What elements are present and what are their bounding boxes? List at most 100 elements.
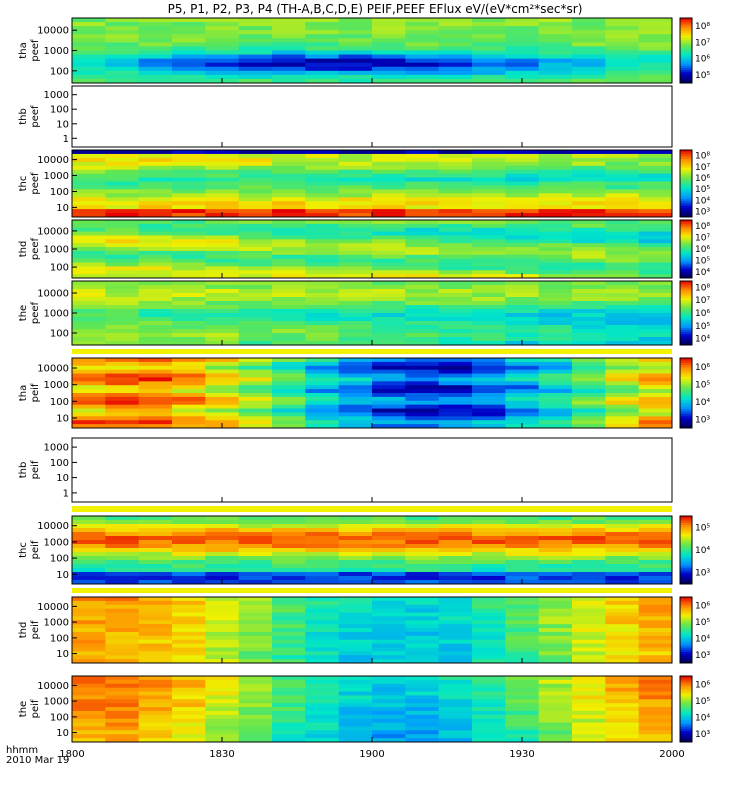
heatmap-cell — [305, 655, 340, 660]
heatmap-cell — [205, 58, 240, 64]
heatmap-cell — [572, 676, 606, 681]
heatmap-cell — [138, 408, 173, 413]
heatmap-cell — [72, 293, 106, 298]
heatmap-cell — [272, 544, 306, 549]
heatmap-cell — [438, 620, 473, 625]
heatmap-cell — [638, 520, 673, 525]
heatmap-cell — [338, 412, 373, 417]
heatmap-cell — [172, 730, 206, 735]
heatmap-cell — [472, 250, 506, 256]
heatmap-cell — [605, 548, 640, 553]
heatmap-cell — [338, 381, 373, 386]
colorbar-step — [680, 684, 692, 688]
heatmap-cell — [105, 189, 140, 194]
colorbar-tick-label: 10⁷ — [695, 233, 710, 243]
heatmap-cell — [472, 385, 506, 390]
heatmap-cell — [272, 699, 306, 704]
heatmap-cell — [605, 54, 640, 60]
heatmap-cell — [405, 309, 440, 314]
y-tick-label: 10 — [56, 119, 69, 130]
heatmap-cell — [305, 540, 340, 545]
heatmap-cell — [572, 173, 606, 179]
heatmap-cell — [305, 714, 340, 720]
heatmap-cell — [72, 193, 106, 198]
heatmap-cell — [72, 659, 106, 664]
heatmap-cell — [472, 520, 506, 525]
heatmap-cell — [238, 30, 273, 35]
heatmap-cell — [372, 540, 406, 545]
heatmap-cell — [505, 223, 540, 229]
heatmap-cell — [505, 313, 540, 318]
heatmap-cell — [605, 22, 640, 27]
heatmap-cell — [305, 639, 340, 645]
heatmap-cell — [105, 604, 140, 610]
heatmap-cell — [372, 412, 406, 417]
heatmap-cell — [305, 157, 340, 163]
heatmap-cell — [172, 628, 206, 633]
heatmap-cell — [238, 699, 273, 704]
heatmap-cell — [605, 150, 640, 155]
heatmap-cell — [638, 544, 673, 549]
heatmap-cell — [205, 536, 240, 541]
heatmap-cell — [305, 247, 340, 252]
heatmap-cell — [505, 46, 540, 51]
heatmap-cell — [505, 337, 540, 342]
heatmap-cell — [172, 22, 206, 27]
heatmap-cell — [72, 42, 106, 47]
heatmap-cell — [572, 46, 606, 51]
heatmap-cell — [105, 377, 140, 382]
heatmap-cell — [305, 651, 340, 656]
colorbar-step — [680, 63, 692, 67]
heatmap-cell — [438, 337, 473, 342]
heatmap-cell — [238, 612, 273, 617]
colorbar-step — [680, 414, 692, 417]
heatmap-cell — [605, 718, 640, 724]
heatmap-cell — [238, 325, 273, 330]
heatmap-cell — [72, 718, 106, 724]
heatmap-cell — [372, 317, 406, 322]
colorbar-step — [680, 241, 692, 244]
heatmap-cell — [472, 18, 506, 23]
heatmap-cell — [72, 695, 106, 700]
heatmap-cell — [605, 734, 640, 739]
heatmap-cell — [172, 424, 206, 429]
colorbar-step — [680, 568, 692, 571]
colorbar-step — [680, 20, 692, 23]
heatmap-cell — [105, 169, 140, 175]
heatmap-cell — [138, 18, 173, 23]
heatmap-cell — [238, 270, 273, 275]
heatmap-cell — [238, 600, 273, 606]
heatmap-cell — [272, 576, 306, 581]
heatmap-cell — [105, 38, 140, 43]
x-tick-label: 1800 — [59, 749, 84, 760]
heatmap-cell — [72, 560, 106, 565]
heatmap-cell — [172, 26, 206, 31]
heatmap-cell — [338, 616, 373, 621]
heatmap-cell — [238, 389, 273, 394]
heatmap-cell — [372, 389, 406, 394]
heatmap-cell — [405, 722, 440, 727]
heatmap-cell — [305, 54, 340, 60]
colorbar-tick-label: 10⁵ — [695, 71, 710, 81]
heatmap-cell — [105, 305, 140, 310]
heatmap-cell — [272, 528, 306, 533]
heatmap-cell — [72, 50, 106, 56]
heatmap-cell — [605, 722, 640, 727]
heatmap-cell — [138, 369, 173, 375]
heatmap-cell — [105, 329, 140, 334]
y-tick-label: 1000 — [44, 697, 69, 708]
heatmap-cell — [272, 710, 306, 716]
heatmap-cell — [438, 734, 473, 739]
heatmap-cell — [172, 34, 206, 39]
heatmap-cell — [105, 223, 140, 229]
heatmap-cell — [438, 572, 473, 577]
heatmap-cell — [138, 309, 173, 314]
heatmap-cell — [438, 635, 473, 641]
heatmap-cell — [138, 274, 173, 279]
heatmap-cell — [338, 285, 373, 290]
heatmap-cell — [138, 730, 173, 735]
heatmap-cell — [572, 165, 606, 171]
colorbar-step — [680, 48, 692, 51]
heatmap-cell — [472, 262, 506, 267]
